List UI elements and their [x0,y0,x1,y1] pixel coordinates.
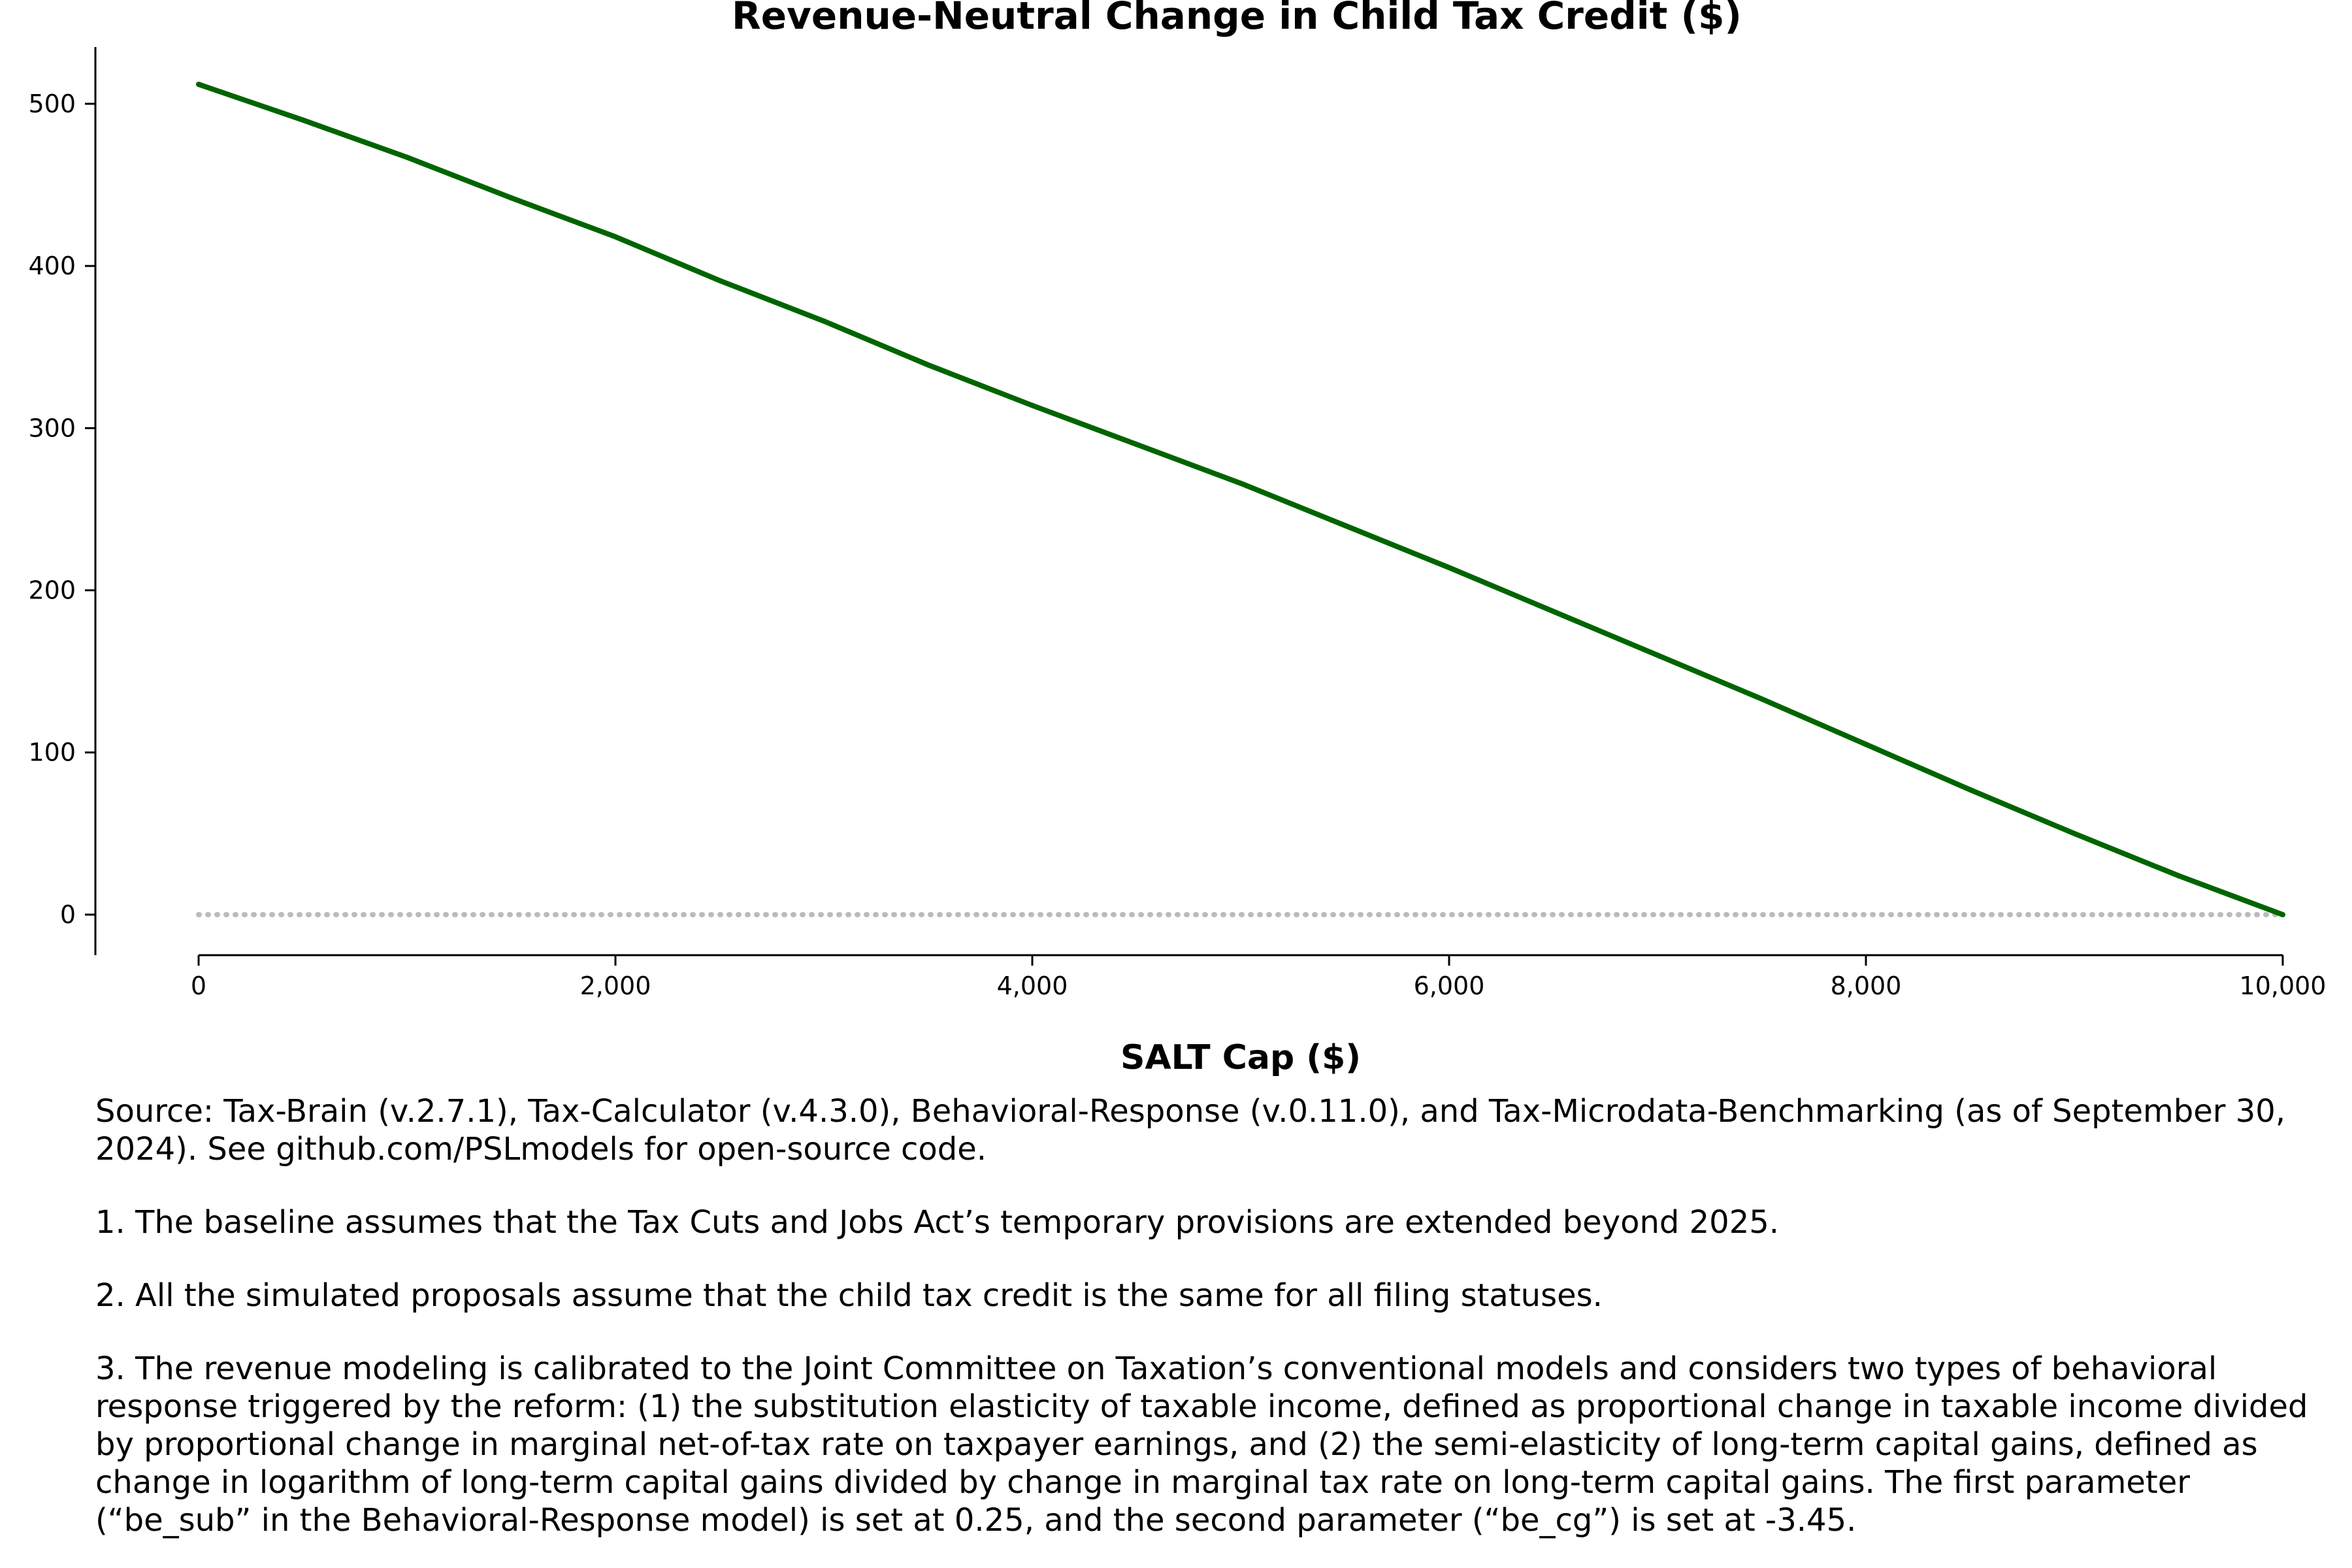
x-tick-label: 0 [191,972,206,1000]
x-tick-label: 2,000 [580,972,651,1000]
data-point [2072,830,2077,836]
y-tick-label: 300 [28,414,76,442]
data-point [1134,442,1139,448]
data-point [1655,652,1660,658]
data-point [1550,608,1556,614]
footnote-1: 1. The baseline assumes that the Tax Cut… [95,1204,1780,1241]
data-point [1030,402,1035,408]
y-axis-ticks: 0 100 200 300 400 500 [28,90,95,929]
data-point [300,117,306,123]
x-axis-ticks: 0 2,000 4,000 6,000 8,000 10,000 [191,955,2327,1000]
data-point [508,195,514,201]
y-tick-label: 200 [28,576,76,605]
data-point [1759,696,1765,702]
x-tick-label: 10,000 [2240,972,2327,1000]
source-note: Source: Tax-Brain (v.2.7.1), Tax-Calcula… [95,1093,2286,1168]
line-chart: Revenue-Neutral Change in Child Tax Cred… [28,0,2327,1077]
footnote-3: 3. The revenue modeling is calibrated to… [95,1350,2308,1539]
data-point [613,234,618,240]
chart-title: Revenue-Neutral Change in Child Tax Cred… [732,0,1742,38]
data-point [925,362,931,368]
data-point [1342,523,1348,529]
data-point [717,278,723,284]
chart-notes: Source: Tax-Brain (v.2.7.1), Tax-Calcula… [95,1092,2343,1539]
data-point [1446,564,1452,570]
series-group [196,82,2285,917]
data-point [2176,873,2181,879]
x-tick-label: 8,000 [1831,972,1902,1000]
data-point [196,82,201,88]
data-point [1863,742,1869,747]
data-point [821,318,826,324]
x-tick-label: 4,000 [997,972,1068,1000]
footnote-2: 2. All the simulated proposals assume th… [95,1277,1603,1314]
y-tick-label: 500 [28,90,76,118]
data-point [2280,911,2285,917]
y-tick-label: 0 [60,900,76,929]
x-axis-label: SALT Cap ($) [1120,1038,1361,1077]
data-point [404,154,410,160]
y-tick-label: 100 [28,738,76,767]
x-tick-label: 6,000 [1414,972,1485,1000]
data-point [1238,480,1243,486]
data-point [1967,787,1973,792]
y-tick-label: 400 [28,252,76,280]
